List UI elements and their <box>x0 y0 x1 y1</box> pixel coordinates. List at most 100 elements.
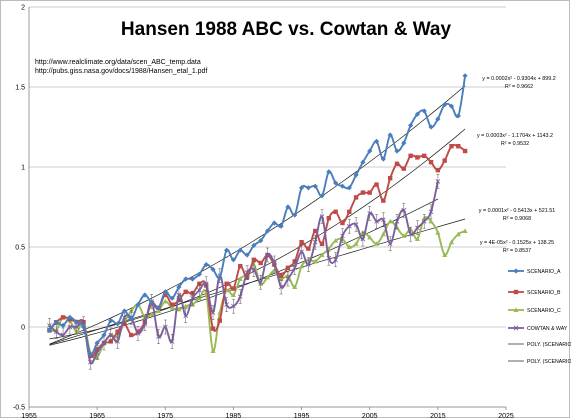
data-point-2-58 <box>442 252 448 257</box>
data-point-3-21 <box>190 295 195 301</box>
y-tick-label: 0 <box>21 325 25 332</box>
legend-marker <box>513 307 519 312</box>
data-point-0-37 <box>298 185 305 191</box>
data-point-1-49 <box>381 198 386 203</box>
data-point-3-9 <box>108 332 114 338</box>
data-point-0-49 <box>380 156 386 162</box>
data-point-0-60 <box>455 113 461 119</box>
legend-label: SCENARIO_B <box>527 290 561 296</box>
data-point-1-26 <box>224 281 229 286</box>
trend-equation: y = 0.0003x² - 1.1704x + 1143.2 <box>477 133 553 139</box>
data-point-0-38 <box>305 185 311 191</box>
data-point-1-2 <box>60 315 66 320</box>
legend-item-0[interactable]: SCENARIO_A <box>508 268 561 275</box>
data-point-3-52 <box>401 207 407 213</box>
data-point-0-46 <box>360 159 366 165</box>
data-point-1-43 <box>340 220 345 226</box>
data-point-0-41 <box>326 169 332 175</box>
data-point-0-15 <box>149 300 155 306</box>
trend-equation: y = 0.0001x² - 0.5413x + 521.51 <box>479 208 555 214</box>
data-point-3-11 <box>122 315 127 320</box>
legend-item-5[interactable]: POLY. (SCENARIO_B) <box>508 359 571 365</box>
data-point-3-7 <box>94 350 100 355</box>
data-point-0-44 <box>346 185 352 191</box>
data-point-2-50 <box>387 218 393 224</box>
data-point-3-31 <box>258 279 264 285</box>
data-point-0-20 <box>183 276 189 282</box>
data-point-0-25 <box>217 274 223 280</box>
series-2 <box>46 215 468 360</box>
data-point-0-22 <box>196 271 202 277</box>
data-point-1-47 <box>367 190 372 195</box>
data-point-0-54 <box>414 111 421 117</box>
legend-item-4[interactable]: POLY. (SCENARIO_A) <box>508 342 571 348</box>
data-point-1-54 <box>415 155 420 160</box>
trend-r-squared: R² = 0.8537 <box>503 248 531 254</box>
data-point-3-49 <box>381 217 386 223</box>
data-point-1-61 <box>462 148 468 154</box>
data-point-0-27 <box>230 257 237 263</box>
data-point-3-44 <box>346 223 352 229</box>
data-point-3-30 <box>251 267 257 272</box>
data-point-0-3 <box>67 314 73 320</box>
series-3 <box>47 174 441 370</box>
data-point-3-18 <box>169 339 175 344</box>
data-point-0-16 <box>155 305 162 311</box>
data-point-0-52 <box>401 140 407 146</box>
data-point-3-23 <box>203 281 209 287</box>
data-point-2-16 <box>155 308 161 313</box>
data-point-0-31 <box>258 238 264 244</box>
legend-item-1[interactable]: SCENARIO_B <box>508 289 561 296</box>
data-point-0-50 <box>387 132 393 138</box>
legend-item-3[interactable]: COWTAN & WAY <box>508 325 568 332</box>
data-point-0-8 <box>101 332 107 338</box>
data-point-3-29 <box>244 270 250 275</box>
data-point-3-54 <box>415 225 420 231</box>
data-point-0-9 <box>108 318 114 324</box>
trend-r-squared: R² = 0.9662 <box>505 84 533 90</box>
series-0 <box>46 73 468 357</box>
data-point-2-40 <box>319 252 325 257</box>
data-point-1-35 <box>285 265 291 270</box>
data-point-0-59 <box>448 103 455 109</box>
data-point-0-40 <box>319 193 325 199</box>
data-point-2-42 <box>333 238 339 243</box>
data-point-3-57 <box>435 179 441 184</box>
source-link-1[interactable]: http://www.realclimate.org/data/scen_ABC… <box>35 59 201 66</box>
legend-item-2[interactable]: SCENARIO_C <box>508 307 561 314</box>
data-point-2-44 <box>346 244 352 249</box>
data-point-1-52 <box>401 166 406 171</box>
data-series <box>46 73 468 370</box>
data-point-1-58 <box>442 158 447 163</box>
data-point-0-58 <box>442 102 448 108</box>
data-point-3-42 <box>333 257 338 263</box>
data-point-3-43 <box>340 233 345 239</box>
data-point-0-29 <box>244 252 250 258</box>
data-point-3-28 <box>237 294 243 299</box>
data-point-3-13 <box>135 331 141 336</box>
data-point-3-50 <box>387 241 393 247</box>
data-point-0-5 <box>80 324 87 330</box>
data-point-1-41 <box>326 216 332 221</box>
data-point-2-17 <box>162 298 168 304</box>
data-point-2-45 <box>353 241 359 246</box>
data-point-2-49 <box>380 231 386 237</box>
data-point-1-20 <box>183 289 188 294</box>
data-point-1-10 <box>115 329 120 334</box>
data-point-0-35 <box>285 204 291 210</box>
series-line-3 <box>48 181 439 365</box>
data-point-1-60 <box>456 144 461 149</box>
trend-r-squared: R² = 0.9532 <box>501 141 529 147</box>
data-point-1-27 <box>231 286 236 291</box>
data-point-1-12 <box>129 332 134 338</box>
source-link-2[interactable]: http://pubs.giss.nasa.gov/docs/1988/Hans… <box>35 68 207 75</box>
data-point-1-40 <box>319 241 325 246</box>
data-point-3-6 <box>88 359 93 365</box>
data-point-3-40 <box>319 214 325 219</box>
legend-label: POLY. (SCENARIO_A) <box>527 342 571 348</box>
data-point-2-39 <box>312 258 318 264</box>
data-point-1-38 <box>306 246 311 251</box>
data-point-0-36 <box>292 212 298 218</box>
